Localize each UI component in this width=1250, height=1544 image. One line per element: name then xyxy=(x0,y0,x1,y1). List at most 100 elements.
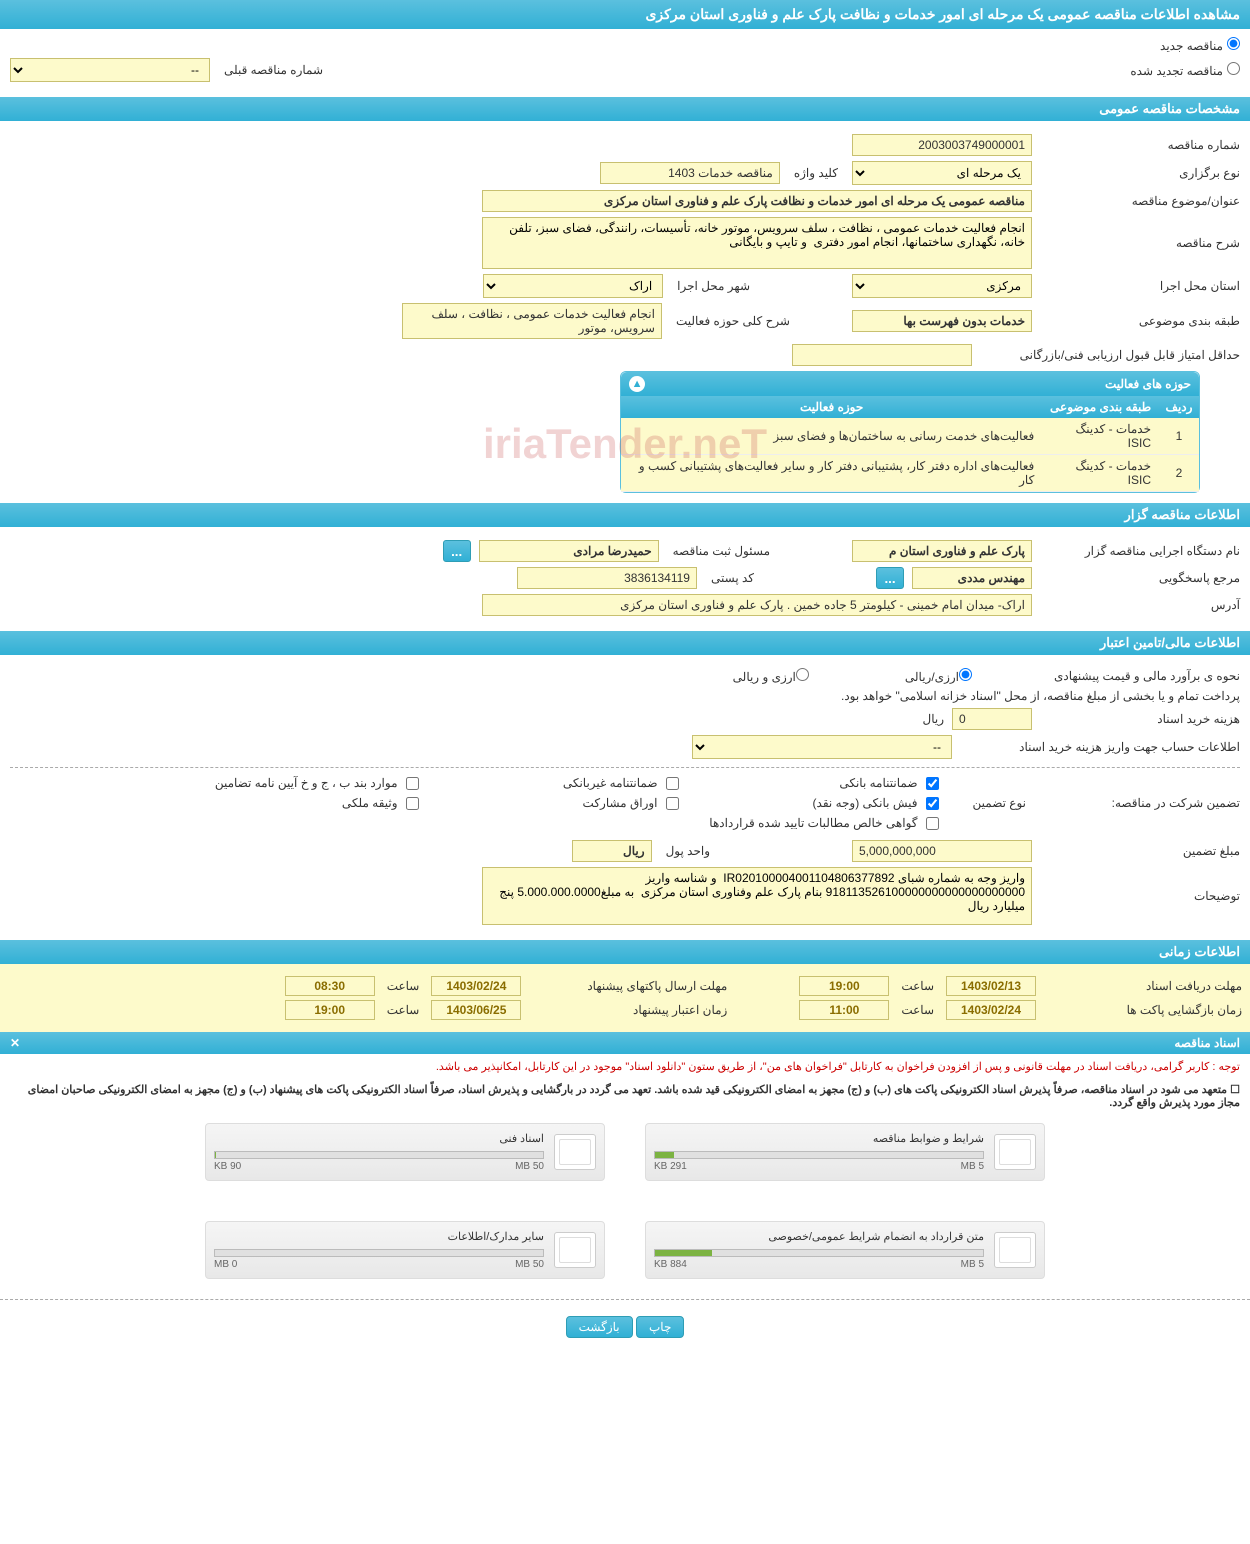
guarantee-check-c2[interactable]: ضمانتنامه غیربانکی xyxy=(439,776,679,790)
registrar-more-button[interactable]: ... xyxy=(443,540,471,562)
postal-value: 3836134119 xyxy=(517,567,697,589)
responder-more-button[interactable]: ... xyxy=(876,567,904,589)
type-label: نوع برگزاری xyxy=(1040,166,1240,180)
doc-title: شرایط و ضوابط مناقصه xyxy=(654,1132,984,1145)
radio-rial-label: ارزی/ریالی xyxy=(905,670,959,684)
unit-label: واحد پول xyxy=(660,844,716,858)
category-label: طبقه بندی موضوعی xyxy=(1040,314,1240,328)
radio-new-label: مناقصه جدید xyxy=(1160,39,1223,53)
doc-total: 5 MB xyxy=(961,1259,984,1270)
section-organizer: اطلاعات مناقصه گزار xyxy=(0,503,1250,527)
doc-item[interactable]: سایر مدارک/اطلاعات 50 MB0 MB xyxy=(205,1221,605,1279)
folder-icon xyxy=(554,1134,596,1170)
prev-number-label: شماره مناقصه قبلی xyxy=(218,63,329,77)
agency-value: پارک علم و فناوری استان م xyxy=(852,540,1032,562)
close-icon[interactable]: ✕ xyxy=(10,1036,20,1050)
t2-label: مهلت ارسال پاکتهای پیشنهاد xyxy=(527,979,727,993)
t2-time-word: ساعت xyxy=(381,979,426,993)
address-label: آدرس xyxy=(1040,598,1240,612)
radio-renewed[interactable]: مناقصه تجدید شده xyxy=(1130,64,1240,78)
responder-value: مهندس مددی xyxy=(912,567,1032,589)
guarantee-type-label: نوع تضمین xyxy=(967,796,1032,810)
province-select[interactable]: مرکزی xyxy=(852,274,1032,298)
guarantee-check-c5[interactable]: اوراق مشارکت xyxy=(439,796,679,810)
doc-total: 50 MB xyxy=(515,1161,544,1172)
folder-icon xyxy=(994,1232,1036,1268)
min-score-input[interactable] xyxy=(792,344,972,366)
doc-total: 50 MB xyxy=(515,1259,544,1270)
activities-table: ردیف طبقه بندی موضوعی حوزه فعالیت 1خدمات… xyxy=(621,396,1199,492)
t3-time: 11:00 xyxy=(799,1000,889,1020)
account-label: اطلاعات حساب جهت واریز هزینه خرید اسناد xyxy=(960,740,1240,754)
keyword-value: مناقصه خدمات 1403 xyxy=(600,162,780,184)
folder-icon xyxy=(554,1232,596,1268)
table-row: 2خدمات - کدینگ ISICفعالیت‌های اداره دفتر… xyxy=(621,455,1199,492)
activities-panel: حوزه های فعالیت ▲ ردیف طبقه بندی موضوعی … xyxy=(620,371,1200,493)
collapse-icon[interactable]: ▲ xyxy=(629,376,645,392)
desc-label: شرح مناقصه xyxy=(1040,236,1240,250)
responder-label: مرجع پاسخگویی xyxy=(1040,571,1240,585)
section-financial: اطلاعات مالی/تامین اعتبار xyxy=(0,631,1250,655)
account-select[interactable]: -- xyxy=(692,735,952,759)
province-label: استان محل اجرا xyxy=(1040,279,1240,293)
back-button[interactable]: بازگشت xyxy=(566,1316,633,1338)
address-value: اراک- میدان امام خمینی - کیلومتر 5 جاده … xyxy=(482,594,1032,616)
category-value: خدمات بدون فهرست بها xyxy=(852,310,1032,332)
doc-used: 884 KB xyxy=(654,1259,687,1270)
radio-rial[interactable]: ارزی/ریالی xyxy=(905,668,972,684)
doc-item[interactable]: اسناد فنی 50 MB90 KB xyxy=(205,1123,605,1181)
prev-number-select[interactable]: -- xyxy=(10,58,210,82)
t1-label: مهلت دریافت اسناد xyxy=(1042,979,1242,993)
guarantee-check-c7[interactable]: گواهی خالص مطالبات تایید شده قراردادها xyxy=(699,816,939,830)
notes-textarea[interactable]: واریز وجه به شماره شبای IR02010000400110… xyxy=(482,867,1032,925)
amount-value: 5,000,000,000 xyxy=(852,840,1032,862)
registrar-value: حمیدرضا مرادی xyxy=(479,540,659,562)
tender-no-label: شماره مناقصه xyxy=(1040,138,1240,152)
guarantee-check-c3[interactable]: موارد بند ب ، ج و خ آیین نامه تضامین xyxy=(179,776,419,790)
notice-black: ☐ متعهد می شود در اسناد مناقصه، صرفاً پذ… xyxy=(0,1079,1250,1113)
doc-progress xyxy=(214,1249,544,1257)
city-label: شهر محل اجرا xyxy=(671,279,756,293)
folder-icon xyxy=(994,1134,1036,1170)
doc-item[interactable]: متن قرارداد به انضمام شرایط عمومی/خصوصی … xyxy=(645,1221,1045,1279)
radio-both-label: ارزی و ریالی xyxy=(733,670,796,684)
unit-value: ریال xyxy=(572,840,652,862)
guarantee-label: تضمین شرکت در مناقصه: xyxy=(1040,796,1240,810)
footer-buttons: چاپ بازگشت xyxy=(0,1299,1250,1354)
doc-total: 5 MB xyxy=(961,1161,984,1172)
notice-red: توجه : کاربر گرامی، دریافت اسناد در مهلت… xyxy=(0,1054,1250,1079)
min-score-label: حداقل امتیاز قابل قبول ارزیابی فنی/بازرگ… xyxy=(980,348,1240,362)
guarantee-check-c1[interactable]: ضمانتنامه بانکی xyxy=(699,776,939,790)
keyword-label: کلید واژه xyxy=(788,166,844,180)
documents-title: اسناد مناقصه xyxy=(1174,1036,1240,1050)
amount-label: مبلغ تضمین xyxy=(1040,844,1240,858)
guarantee-check-c6[interactable]: وثیقه ملکی xyxy=(179,796,419,810)
t1-time-word: ساعت xyxy=(895,979,940,993)
desc-textarea[interactable]: انجام فعالیت خدمات عمومی ، نظافت ، سلف س… xyxy=(482,217,1032,269)
t4-time: 19:00 xyxy=(285,1000,375,1020)
t3-date: 1403/02/24 xyxy=(946,1000,1036,1020)
type-select[interactable]: یک مرحله ای xyxy=(852,161,1032,185)
doc-used: 0 MB xyxy=(214,1259,237,1270)
t2-date: 1403/02/24 xyxy=(431,976,521,996)
doc-title: متن قرارداد به انضمام شرایط عمومی/خصوصی xyxy=(654,1230,984,1243)
scope-value: انجام فعالیت خدمات عمومی ، نظافت ، سلف س… xyxy=(402,303,662,339)
t3-time-word: ساعت xyxy=(895,1003,940,1017)
guarantee-checkbox-grid: ضمانتنامه بانکی ضمانتنامه غیربانکی موارد ب… xyxy=(179,776,939,830)
t1-date: 1403/02/13 xyxy=(946,976,1036,996)
t4-date: 1403/06/25 xyxy=(431,1000,521,1020)
city-select[interactable]: اراک xyxy=(483,274,663,298)
print-button[interactable]: چاپ xyxy=(636,1316,684,1338)
radio-new[interactable]: مناقصه جدید xyxy=(1160,39,1240,53)
subject-value: مناقصه عمومی یک مرحله ای امور خدمات و نظ… xyxy=(482,190,1032,212)
doc-grid: شرایط و ضوابط مناقصه 5 MB 291 KB اسناد فن… xyxy=(0,1113,1250,1289)
top-options: مناقصه جدید مناقصه تجدید شده شماره مناقص… xyxy=(0,29,1250,95)
doc-used: 291 KB xyxy=(654,1161,687,1172)
doc-fee-label: هزینه خرید اسناد xyxy=(1040,712,1240,726)
doc-progress xyxy=(654,1249,984,1257)
page-title: مشاهده اطلاعات مناقصه عمومی یک مرحله ای … xyxy=(0,0,1250,29)
doc-item[interactable]: شرایط و ضوابط مناقصه 5 MB 291 KB xyxy=(645,1123,1045,1181)
radio-both[interactable]: ارزی و ریالی xyxy=(733,668,809,684)
guarantee-check-c4[interactable]: فیش بانکی (وجه نقد) xyxy=(699,796,939,810)
scope-label: شرح کلی حوزه فعالیت xyxy=(670,314,796,328)
